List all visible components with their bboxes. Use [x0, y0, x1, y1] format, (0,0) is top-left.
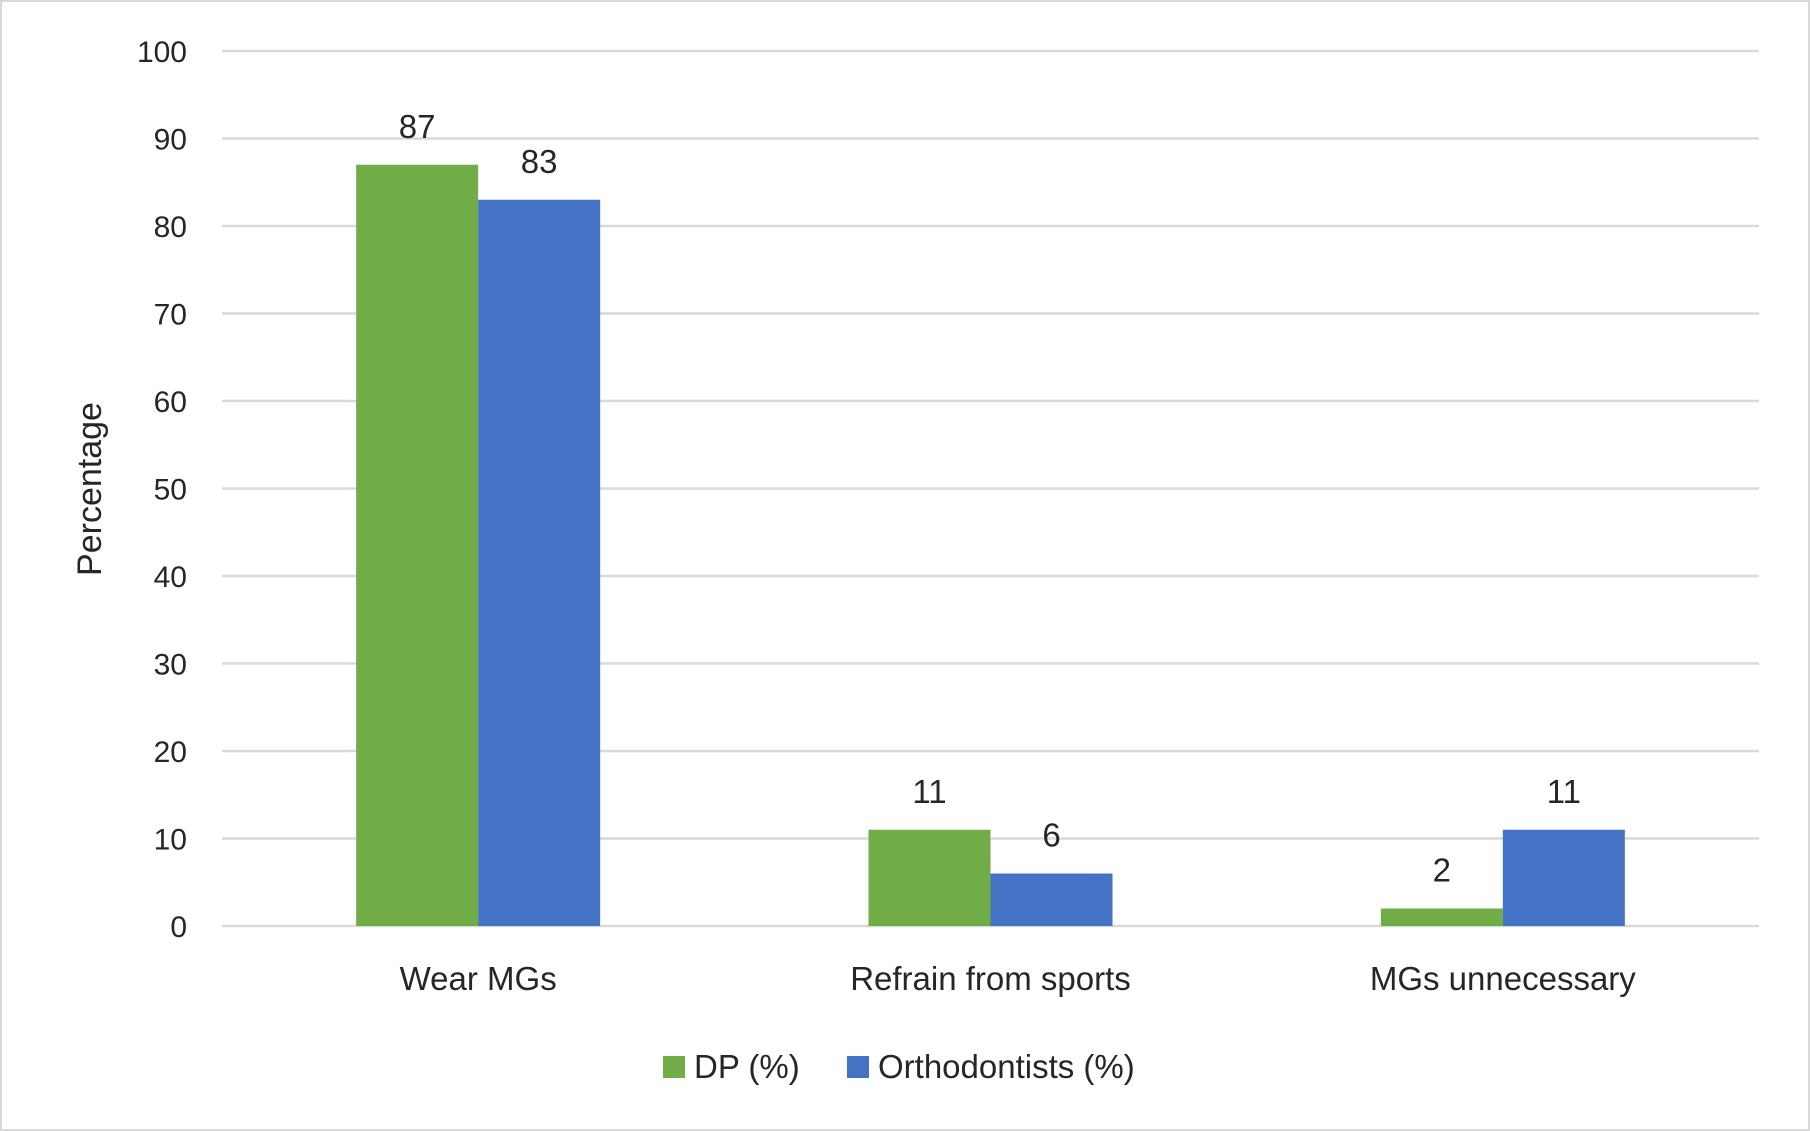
y-tick-label: 90 — [154, 124, 187, 157]
bar-dp-2 — [868, 829, 991, 926]
data-label: 6 — [1042, 817, 1060, 854]
y-tick-label: 70 — [154, 299, 187, 332]
y-tick-label: 40 — [154, 561, 187, 594]
y-axis-title: Percentage — [71, 402, 109, 576]
legend-label: DP (%) — [694, 1048, 800, 1085]
legend-label: Orthodontists (%) — [878, 1048, 1135, 1085]
bars — [356, 164, 1625, 926]
bar-dp-1 — [356, 164, 479, 926]
legend-swatch-dp — [663, 1056, 685, 1078]
y-tick-label: 30 — [154, 649, 187, 682]
y-axis-ticks: 0 10 20 30 40 50 60 70 80 90 100 — [137, 36, 187, 944]
x-category-label: Refrain from sports — [850, 960, 1131, 997]
bar-dp-3 — [1380, 908, 1503, 926]
bar-orthodontists-2 — [990, 873, 1113, 926]
x-category-label: MGs unnecessary — [1370, 960, 1636, 997]
data-label: 2 — [1433, 852, 1451, 889]
y-tick-label: 60 — [154, 386, 187, 419]
bar-orthodontists-1 — [478, 199, 601, 926]
y-tick-label: 50 — [154, 474, 187, 507]
data-label: 83 — [521, 143, 558, 180]
x-category-label: Wear MGs — [400, 960, 557, 997]
bar-orthodontists-3 — [1502, 829, 1625, 926]
y-tick-label: 20 — [154, 736, 187, 769]
legend-swatch-orthodontists — [847, 1056, 869, 1078]
data-label: 11 — [912, 773, 946, 810]
y-tick-label: 10 — [154, 824, 187, 857]
y-tick-label: 80 — [154, 211, 187, 244]
y-tick-label: 0 — [170, 911, 187, 944]
y-tick-label: 100 — [137, 36, 187, 69]
data-label: 11 — [1547, 773, 1581, 810]
x-axis-categories: Wear MGs Refrain from sports MGs unnecessa… — [400, 960, 1637, 997]
data-labels: 87 83 11 6 2 11 — [399, 108, 1581, 889]
data-label: 87 — [399, 108, 436, 145]
legend: DP (%) Orthodontists (%) — [663, 1048, 1135, 1085]
